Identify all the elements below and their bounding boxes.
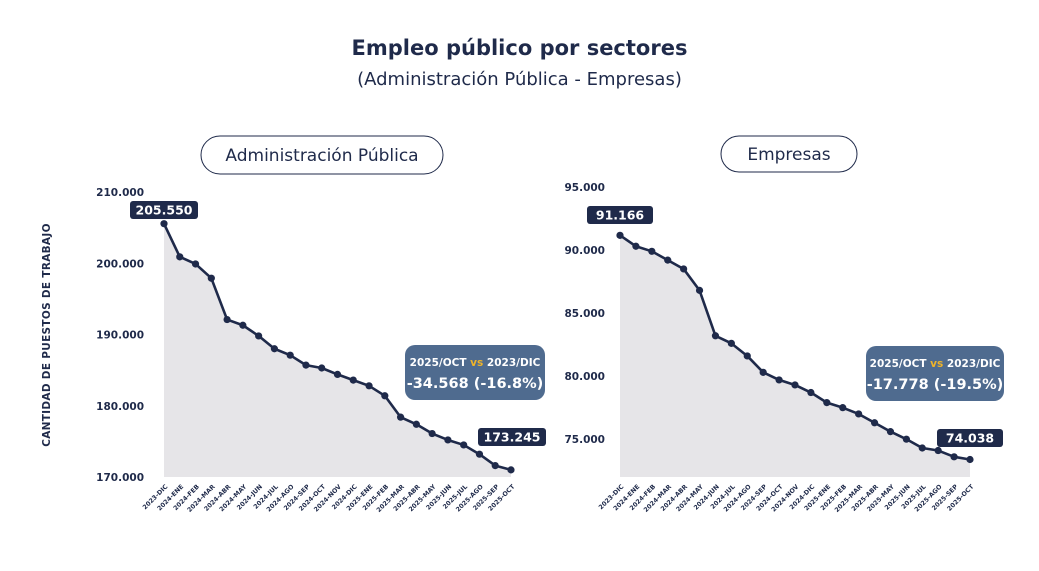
y-tick-label: 190.000 xyxy=(96,330,144,342)
change-callout-box xyxy=(866,346,1004,401)
data-point xyxy=(396,413,405,421)
data-point xyxy=(491,462,499,470)
panel-title: Empresas xyxy=(747,145,830,165)
last-value-label: 173.245 xyxy=(484,430,541,445)
data-point xyxy=(428,429,436,438)
data-point xyxy=(223,315,231,324)
data-point xyxy=(950,453,958,461)
data-point xyxy=(460,441,468,449)
data-point xyxy=(966,455,974,464)
data-point xyxy=(475,450,484,458)
last-value-pill xyxy=(937,429,1003,447)
page-title: Empleo público por sectores xyxy=(351,36,688,60)
data-point xyxy=(302,361,310,369)
data-point xyxy=(902,435,910,443)
data-point xyxy=(365,382,373,390)
last-value-pill xyxy=(478,428,546,446)
data-point xyxy=(444,436,452,444)
data-point xyxy=(839,404,847,412)
y-tick-label: 80.000 xyxy=(564,371,605,383)
change-callout-heading: 2025/OCT vs 2023/DIC xyxy=(870,358,1001,370)
change-callout-box xyxy=(405,345,545,400)
data-point xyxy=(727,339,735,347)
first-value-pill xyxy=(587,206,653,224)
first-value-label: 205.550 xyxy=(136,203,193,218)
data-point xyxy=(176,253,184,261)
data-point xyxy=(286,351,294,359)
data-point xyxy=(934,446,942,455)
y-tick-label: 180.000 xyxy=(96,401,144,413)
data-point xyxy=(648,247,656,255)
data-point xyxy=(616,231,624,239)
data-point xyxy=(918,444,926,452)
callout-period-base: 2023/DIC xyxy=(483,357,540,369)
data-point xyxy=(711,332,720,340)
data-point xyxy=(695,286,704,294)
callout-vs: vs xyxy=(470,357,483,369)
change-callout-value: -17.778 (-19.5%) xyxy=(867,377,1004,393)
last-value-label: 74.038 xyxy=(946,431,994,446)
area-fill xyxy=(620,235,970,477)
data-point xyxy=(791,381,799,389)
data-point xyxy=(207,274,215,282)
data-point xyxy=(807,388,815,397)
data-point xyxy=(743,352,751,360)
panel-title-box xyxy=(720,135,858,173)
y-tick-label: 210.000 xyxy=(96,187,144,199)
data-point xyxy=(333,370,342,378)
data-point xyxy=(412,420,420,428)
callout-period-current: 2025/OCT xyxy=(410,357,471,369)
data-point xyxy=(632,242,640,250)
callout-period-current: 2025/OCT xyxy=(870,358,931,370)
y-tick-label: 90.000 xyxy=(564,245,605,257)
first-value-label: 91.166 xyxy=(596,208,645,223)
y-tick-label: 200.000 xyxy=(96,258,144,270)
data-point xyxy=(664,256,672,264)
data-point xyxy=(870,419,879,427)
callout-period-base: 2023/DIC xyxy=(943,358,1000,370)
first-value-pill xyxy=(130,201,198,219)
y-tick-label: 95.000 xyxy=(564,182,605,194)
data-point xyxy=(759,368,767,376)
data-point xyxy=(349,376,357,384)
change-callout-heading: 2025/OCT vs 2023/DIC xyxy=(410,357,541,369)
change-callout-value: -34.568 (-16.8%) xyxy=(407,376,544,392)
panel-title: Administración Pública xyxy=(225,146,418,166)
y-tick-label: 75.000 xyxy=(564,434,605,446)
data-point xyxy=(239,321,247,329)
data-point xyxy=(318,364,326,372)
y-tick-label: 85.000 xyxy=(564,308,605,320)
data-point xyxy=(160,220,168,228)
data-point xyxy=(191,260,200,268)
data-point xyxy=(775,376,783,384)
data-point xyxy=(381,392,389,400)
callout-vs: vs xyxy=(930,358,943,370)
panel-title-box xyxy=(200,135,444,175)
chart-empresas: Empresas 95.000 90.000 85.000 80.000 75.000 20… xyxy=(564,135,1004,514)
y-tick-label: 170.000 xyxy=(96,472,144,484)
page-subtitle: (Administración Pública - Empresas) xyxy=(357,69,682,90)
data-point xyxy=(680,265,688,273)
chart-administracion-publica: Administración Pública 210.000 200.000 190.… xyxy=(96,135,546,514)
data-point xyxy=(855,410,863,418)
data-point xyxy=(886,428,895,436)
data-point xyxy=(823,399,831,407)
data-point xyxy=(255,332,263,340)
data-point xyxy=(270,345,279,353)
data-point xyxy=(507,466,515,474)
area-fill xyxy=(164,223,511,477)
